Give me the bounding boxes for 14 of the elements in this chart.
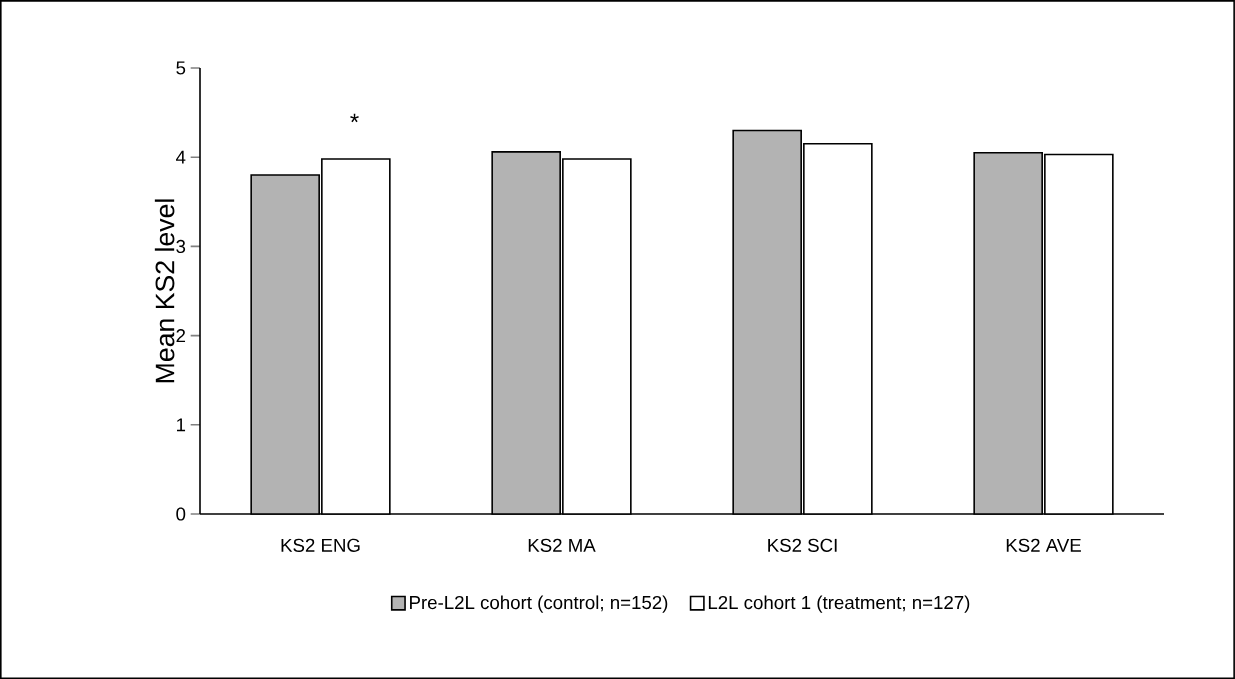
y-tick-label: 5 — [176, 61, 186, 75]
annotation: * — [350, 113, 359, 123]
x-tick-label: KS2 AVE — [1006, 538, 1081, 552]
y-axis-title: Mean KS2 level — [154, 199, 175, 383]
legend-label: L2L cohort 1 (treatment; n=127) — [708, 595, 970, 613]
y-tick-label: 3 — [176, 239, 186, 254]
y-tick-label: 1 — [177, 418, 186, 432]
x-tick-label: KS2 SCI — [768, 538, 837, 552]
legend-label: Pre-L2L cohort (control; n=152) — [410, 595, 668, 613]
y-tick-label: 0 — [176, 507, 186, 521]
y-tick-label: 4 — [176, 150, 186, 164]
x-tick-label: KS2 MA — [528, 538, 596, 552]
y-tick-label: 2 — [176, 329, 186, 343]
x-tick-label: KS2 ENG — [281, 538, 360, 552]
